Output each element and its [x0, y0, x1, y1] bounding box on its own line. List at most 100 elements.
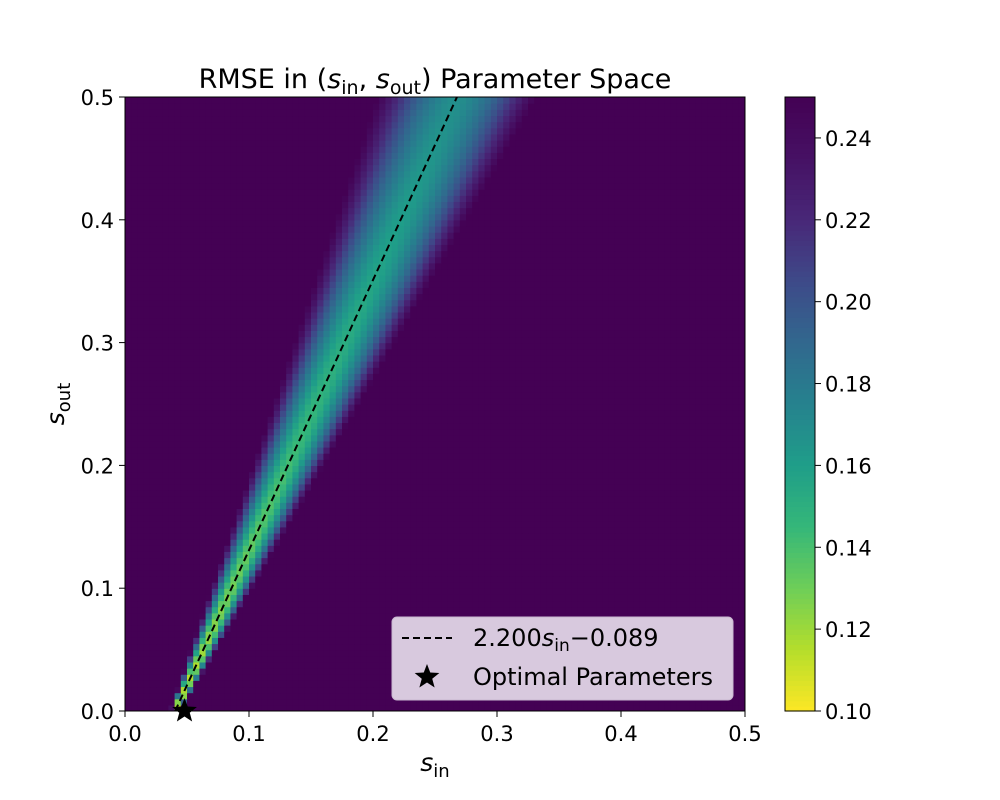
heatmap-cell [143, 446, 151, 454]
heatmap-cell [143, 508, 151, 516]
heatmap-cell [249, 692, 256, 700]
heatmap-cell [149, 410, 157, 417]
heatmap-cell [125, 606, 132, 614]
heatmap-cell [317, 471, 324, 479]
heatmap-cell [540, 582, 548, 589]
heatmap-cell [205, 594, 213, 602]
heatmap-cell [323, 680, 331, 688]
heatmap-cell [174, 606, 182, 614]
heatmap-cell [168, 661, 176, 669]
heatmap-cell [255, 606, 262, 614]
heatmap-cell [211, 704, 219, 711]
heatmap-cell [373, 508, 380, 516]
heatmap-cell [614, 483, 622, 491]
heatmap-cell [280, 569, 287, 577]
heatmap-cell [720, 520, 727, 528]
heatmap-cell [143, 477, 151, 485]
heatmap-cell [683, 428, 690, 436]
heatmap-cell [701, 465, 709, 473]
heatmap-cell [466, 465, 473, 473]
heatmap-cell [466, 471, 473, 479]
heatmap-cell [199, 526, 207, 534]
heatmap-cell [596, 557, 603, 565]
heatmap-cell [348, 428, 355, 436]
heatmap-cell [385, 569, 393, 577]
heatmap-cell [441, 465, 448, 473]
heatmap-cell [131, 428, 138, 436]
heatmap-cell [484, 459, 492, 466]
heatmap-cell [156, 465, 163, 473]
heatmap-cell [478, 422, 486, 430]
heatmap-cell [131, 600, 138, 608]
heatmap-cell [286, 637, 293, 645]
heatmap-cell [218, 674, 225, 681]
heatmap-cell [366, 514, 374, 522]
heatmap-cell [131, 489, 138, 497]
heatmap-cell [311, 557, 318, 565]
heatmap-cell [211, 520, 219, 528]
heatmap-cell [466, 416, 473, 424]
heatmap-cell [342, 496, 349, 503]
heatmap-cell [286, 532, 293, 540]
heatmap-cell [273, 582, 281, 589]
heatmap-cell [621, 453, 628, 460]
heatmap-cell [447, 502, 455, 509]
heatmap-cell [373, 618, 380, 626]
heatmap-cell [397, 508, 405, 516]
heatmap-cell [447, 440, 455, 448]
heatmap-cell [422, 551, 430, 559]
heatmap-cell [416, 575, 424, 583]
heatmap-cell [348, 594, 355, 602]
heatmap-cell [621, 446, 628, 454]
heatmap-cell [552, 575, 560, 583]
heatmap-cell [211, 612, 219, 620]
heatmap-cell [546, 483, 554, 491]
heatmap-cell [224, 625, 231, 632]
heatmap-cell [639, 465, 647, 473]
heatmap-cell [521, 422, 529, 430]
heatmap-cell [385, 643, 393, 651]
heatmap-cell [211, 496, 219, 503]
heatmap-cell [652, 434, 659, 442]
heatmap-cell [509, 698, 517, 706]
heatmap-cell [720, 594, 727, 602]
heatmap-cell [143, 661, 151, 669]
heatmap-cell [528, 520, 535, 528]
heatmap-cell [193, 649, 200, 657]
heatmap-cell [534, 489, 541, 497]
heatmap-cell [199, 520, 207, 528]
heatmap-cell [428, 422, 436, 430]
heatmap-cell [292, 545, 300, 552]
heatmap-cell [621, 404, 628, 411]
heatmap-cell [521, 520, 529, 528]
heatmap-cell [199, 496, 207, 503]
heatmap-cell [348, 404, 355, 411]
heatmap-cell [162, 428, 169, 436]
heatmap-cell [707, 698, 715, 706]
heatmap-cell [249, 520, 256, 528]
heatmap-cell [360, 582, 368, 589]
heatmap-cell [546, 440, 554, 448]
heatmap-cell [317, 612, 324, 620]
heatmap-cell [323, 410, 331, 417]
heatmap-cell [224, 404, 231, 411]
heatmap-cell [230, 692, 238, 700]
heatmap-cell [546, 502, 554, 509]
heatmap-cell [583, 489, 591, 497]
heatmap-cell [683, 704, 690, 711]
heatmap-cell [224, 698, 231, 706]
heatmap-cell [354, 680, 362, 688]
heatmap-cell [633, 483, 641, 491]
heatmap-cell [385, 459, 393, 466]
heatmap-cell [379, 526, 386, 534]
heatmap-cell [540, 410, 548, 417]
title-s2: s [376, 64, 390, 95]
heatmap-cell [515, 502, 523, 509]
heatmap-cell [193, 545, 200, 552]
heatmap-cell [366, 618, 374, 626]
heatmap-cell [484, 434, 492, 442]
heatmap-cell [732, 612, 740, 620]
heatmap-cell [267, 514, 275, 522]
heatmap-cell [534, 459, 541, 466]
heatmap-cell [676, 428, 684, 436]
